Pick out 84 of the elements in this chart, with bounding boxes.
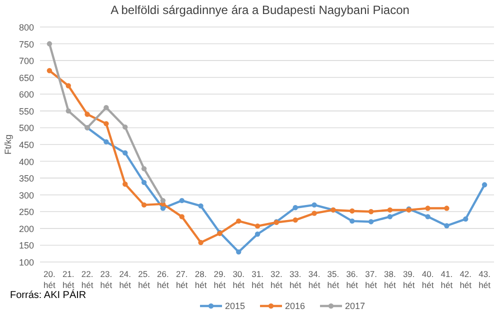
y-tick-label: 100 — [18, 258, 34, 268]
point — [160, 198, 166, 204]
point — [179, 214, 184, 220]
point — [46, 68, 52, 74]
point — [236, 218, 242, 224]
y-tick-label: 350 — [18, 174, 34, 184]
x-tick-label: 38. hét — [384, 269, 396, 290]
point — [254, 223, 260, 229]
x-tick-label: 34. hét — [308, 269, 321, 290]
point — [198, 203, 204, 209]
point — [350, 208, 355, 214]
x-tick-label: 21. hét — [62, 269, 75, 290]
y-tick-label: 200 — [18, 224, 34, 234]
x-tick-label: 24. hét — [119, 269, 132, 290]
y-tick-label: 750 — [18, 39, 34, 50]
x-tick-label: 42. hét — [460, 269, 472, 290]
x-tick-label: 32. hét — [270, 269, 283, 290]
x-tick-label: 35. hét — [327, 269, 340, 290]
point — [350, 218, 355, 224]
point — [66, 108, 71, 114]
y-tick-label: 150 — [18, 240, 34, 251]
x-tick-label: 31. hét — [252, 269, 264, 290]
point — [198, 240, 204, 246]
y-tick-label: 700 — [18, 56, 34, 66]
point — [444, 206, 450, 211]
point — [425, 206, 430, 211]
point — [141, 180, 147, 186]
x-tick-label: 33. hét — [289, 269, 302, 290]
legend-label: 2015 — [225, 301, 246, 311]
y-tick-label: 400 — [18, 156, 34, 167]
point — [312, 210, 317, 216]
point — [482, 182, 488, 188]
point — [179, 198, 184, 204]
legend-label: 2017 — [345, 301, 366, 311]
x-tick-label: 26. hét — [157, 269, 170, 290]
point — [122, 124, 128, 130]
point — [236, 249, 242, 255]
x-tick-label: 29. hét — [214, 269, 226, 290]
legend-label: 2016 — [285, 301, 306, 311]
point — [141, 166, 147, 172]
x-tick-label: 22. hét — [81, 269, 94, 290]
point — [368, 209, 374, 214]
x-tick-label: 37. hét — [365, 269, 378, 290]
point — [292, 217, 298, 223]
point — [387, 207, 393, 213]
point — [387, 214, 393, 220]
y-tick-label: 450 — [18, 140, 34, 150]
point — [254, 232, 260, 237]
chart-title: A belföldi sárgadinnye ára a Budapesti Nagybani Piacon — [110, 3, 410, 17]
y-tick-label: 650 — [18, 72, 34, 83]
y-tick-label: 550 — [18, 106, 34, 116]
point — [122, 150, 128, 156]
y-tick-label: 250 — [18, 207, 34, 218]
y-axis-title: Ft/kg — [3, 134, 13, 155]
point — [141, 202, 147, 208]
x-tick-label: 36. hét — [346, 269, 359, 290]
point — [463, 216, 468, 222]
point — [444, 223, 450, 228]
y-tick-label: 600 — [18, 90, 34, 100]
point — [84, 112, 90, 117]
x-tick-label: 30. hét — [232, 269, 246, 290]
point — [104, 121, 109, 126]
y-tick-label: 300 — [18, 190, 34, 200]
point — [46, 41, 52, 46]
point — [122, 182, 128, 187]
y-tick-label: 800 — [18, 22, 34, 32]
x-tick-label: 28. hét — [194, 269, 208, 290]
point — [104, 104, 109, 110]
x-tick-label: 39. hét — [402, 269, 416, 290]
point — [312, 202, 317, 208]
x-tick-label: 25. hét — [138, 269, 151, 290]
x-tick-label: 40. hét — [422, 269, 434, 290]
point — [292, 205, 298, 210]
x-tick-label: 43. hét — [478, 269, 492, 290]
point — [104, 139, 109, 144]
x-tick-label: 20. hét — [44, 269, 56, 290]
point — [66, 83, 71, 88]
text: Forrás: AKI PÁIR — [10, 289, 86, 301]
x-tick-label: 41. hét — [440, 269, 454, 290]
point — [368, 219, 374, 224]
x-tick-label: 23. hét — [100, 269, 113, 290]
y-tick-label: 500 — [18, 123, 34, 134]
point — [425, 214, 430, 220]
x-tick-label: 27. hét — [176, 269, 188, 290]
